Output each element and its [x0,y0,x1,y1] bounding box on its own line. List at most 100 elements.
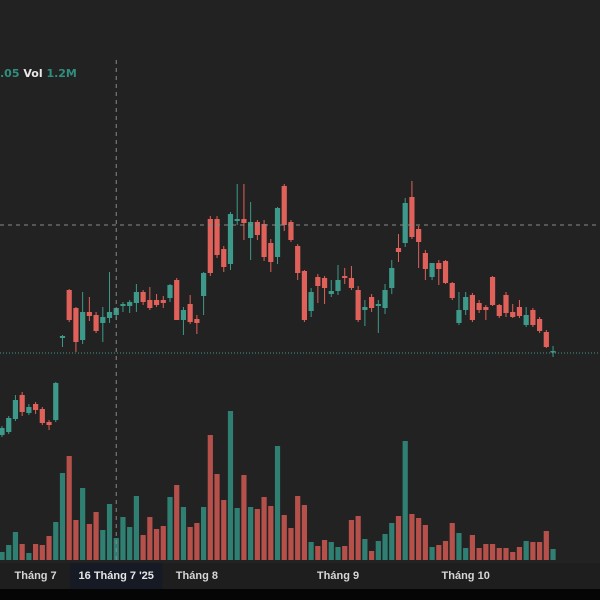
candle [86,297,92,321]
volume-bar [523,541,529,560]
candle [201,272,207,315]
candle-body [127,302,133,306]
candle-body [328,291,334,294]
candle-body [416,229,422,242]
candle [12,395,19,421]
volume-bar [463,548,469,560]
candle [442,260,449,284]
candle-body [39,409,45,423]
candle [53,382,59,422]
volume-bar [12,532,19,560]
candle-body [463,297,469,310]
candle-body [301,271,307,320]
candle-body [503,295,509,313]
candle [26,404,32,415]
volume-bar [133,496,139,560]
volume-bar [537,542,543,560]
candle-body [476,303,482,310]
candle-body [429,263,435,277]
candle [537,317,543,333]
volume-label: Vol [23,67,43,80]
volume-bar [328,542,334,560]
candle-body [227,214,234,264]
volume-bar [106,504,113,560]
candle-body [201,273,207,296]
volume-bar [261,497,267,560]
ohlc-legend: .05 Vol 1.2M [0,67,77,80]
volume-bar [483,544,489,560]
volume-layer [0,411,556,560]
candle [80,292,86,344]
candle [429,263,435,280]
volume-bar [6,545,12,560]
candle [127,300,133,313]
candle [456,292,462,325]
candle [355,286,361,322]
candle [375,300,381,333]
candle-body [167,285,173,298]
volume-bar [234,508,240,560]
volume-bar [543,531,549,560]
candle-body [59,336,66,338]
volume-bar [288,528,294,560]
candle [46,420,52,430]
candle [187,295,193,324]
volume-bar [241,475,247,560]
candle-body [261,224,267,257]
volume-bar [227,411,234,560]
candle [308,288,314,317]
candle [6,416,12,434]
candle-body [530,310,536,325]
candle-body [395,248,402,252]
candle-body [510,312,516,317]
candle [19,392,25,416]
volume-bar [469,535,475,560]
time-tick: Tháng 7 [14,570,57,582]
candle [100,307,106,342]
candle [281,184,287,231]
candle-body [53,383,59,420]
candle [436,260,442,285]
candle-body [483,307,489,310]
candle [335,265,341,295]
candle-body [221,249,227,267]
volume-bar [335,547,341,560]
volume-value: 1.2M [46,67,77,80]
candle [315,274,321,303]
candle [167,284,173,302]
volume-bar [281,515,287,560]
volume-bar [187,527,193,560]
candle-body [375,304,381,306]
candle-body [207,219,213,273]
volume-bar [86,524,92,560]
volume-bar [449,523,455,560]
candle [328,280,334,297]
volume-bar [375,541,381,560]
volume-bar [369,551,375,560]
candle [194,315,200,334]
candle-body [288,222,294,240]
candle [503,292,509,317]
candle [160,296,166,308]
volume-bar [120,517,126,560]
candle-body [281,186,287,225]
candle-body [369,297,375,308]
volume-bar [530,542,536,560]
candle [422,250,428,280]
candle-body [268,243,274,262]
candle-body [456,310,462,323]
candle-body [489,277,496,305]
volume-bar [174,485,180,560]
volume-bar [436,545,442,560]
volume-bar [516,547,523,560]
volume-bar [46,536,52,560]
candlestick-chart[interactable] [0,0,600,563]
candle [362,300,368,326]
volume-bar [402,441,408,560]
candle-body [442,261,449,283]
candle-body [12,400,19,419]
candle-body [389,268,395,288]
candle-body [315,277,321,286]
candle [449,282,455,300]
time-axis[interactable]: Tháng 7 Tháng 8 Tháng 9 Tháng 10 16 Thán… [0,563,600,589]
